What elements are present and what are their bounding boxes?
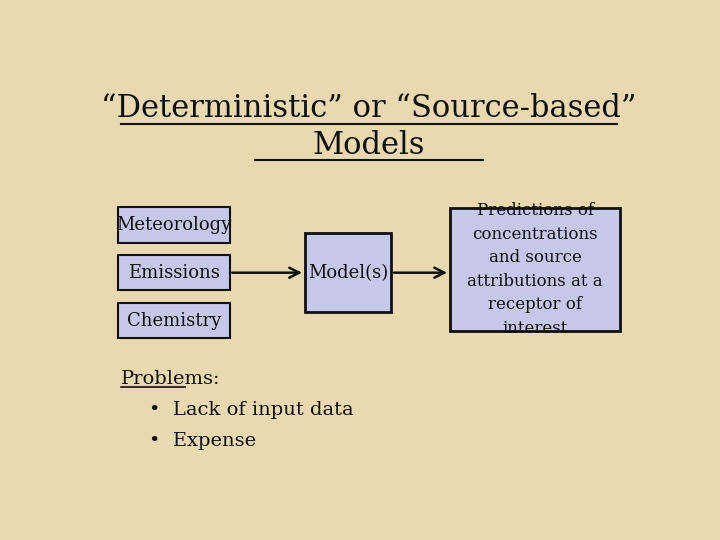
- Bar: [305, 233, 392, 312]
- Text: Chemistry: Chemistry: [127, 312, 221, 329]
- Text: Problems:: Problems:: [121, 370, 220, 388]
- Text: Models: Models: [312, 130, 426, 161]
- Text: •  Expense: • Expense: [148, 432, 256, 450]
- Bar: [450, 208, 620, 331]
- Bar: [118, 207, 230, 242]
- Bar: [118, 303, 230, 338]
- Text: Predictions of
concentrations
and source
attributions at a
receptor of
interest: Predictions of concentrations and source…: [467, 202, 603, 337]
- Text: •  Lack of input data: • Lack of input data: [148, 401, 354, 419]
- Bar: [118, 255, 230, 291]
- Text: “Deterministic” or “Source-based”: “Deterministic” or “Source-based”: [102, 93, 636, 124]
- Text: Model(s): Model(s): [308, 264, 388, 282]
- Text: Emissions: Emissions: [127, 264, 220, 282]
- Text: Meteorology: Meteorology: [116, 216, 231, 234]
